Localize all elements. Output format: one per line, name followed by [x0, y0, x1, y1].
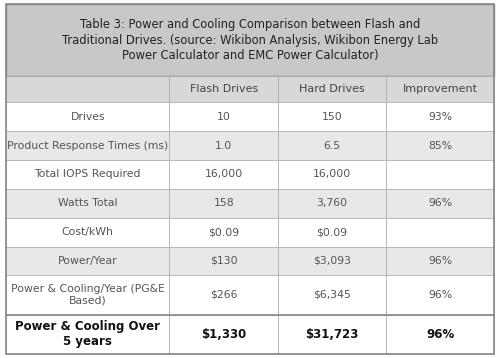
- Bar: [386, 160, 494, 189]
- Bar: [386, 102, 494, 131]
- Text: 158: 158: [214, 198, 234, 208]
- Text: $3,093: $3,093: [313, 256, 351, 266]
- Text: $6,345: $6,345: [313, 290, 351, 300]
- Bar: [278, 315, 386, 354]
- Text: 96%: 96%: [428, 290, 452, 300]
- Bar: [6, 77, 170, 102]
- Bar: [170, 247, 278, 275]
- Text: $31,723: $31,723: [306, 328, 358, 340]
- Bar: [6, 247, 170, 275]
- Bar: [6, 102, 170, 131]
- Bar: [386, 275, 494, 315]
- Text: 93%: 93%: [428, 112, 452, 122]
- Text: Power & Cooling/Year (PG&E
Based): Power & Cooling/Year (PG&E Based): [11, 284, 164, 306]
- Text: Cost/kWh: Cost/kWh: [62, 227, 114, 237]
- Bar: [386, 218, 494, 247]
- Text: $0.09: $0.09: [316, 227, 348, 237]
- Bar: [278, 160, 386, 189]
- Bar: [6, 275, 170, 315]
- Bar: [278, 77, 386, 102]
- Text: 150: 150: [322, 112, 342, 122]
- Text: 85%: 85%: [428, 140, 452, 150]
- Bar: [6, 160, 170, 189]
- Text: 96%: 96%: [428, 198, 452, 208]
- Text: Table 3: Power and Cooling Comparison between Flash and
Traditional Drives. (sou: Table 3: Power and Cooling Comparison be…: [62, 18, 438, 62]
- Text: Total IOPS Required: Total IOPS Required: [34, 169, 141, 179]
- Bar: [170, 77, 278, 102]
- Bar: [6, 218, 170, 247]
- Text: 3,760: 3,760: [316, 198, 348, 208]
- Text: $1,330: $1,330: [201, 328, 246, 340]
- Bar: [386, 131, 494, 160]
- Text: $130: $130: [210, 256, 238, 266]
- Text: $266: $266: [210, 290, 238, 300]
- Bar: [170, 218, 278, 247]
- Bar: [170, 160, 278, 189]
- Text: 1.0: 1.0: [215, 140, 232, 150]
- Text: Hard Drives: Hard Drives: [299, 84, 365, 94]
- Text: 6.5: 6.5: [324, 140, 340, 150]
- Text: Product Response Times (ms): Product Response Times (ms): [7, 140, 168, 150]
- Bar: [278, 218, 386, 247]
- Text: Flash Drives: Flash Drives: [190, 84, 258, 94]
- Bar: [6, 4, 494, 77]
- Bar: [6, 315, 170, 354]
- Bar: [170, 315, 278, 354]
- Text: Drives: Drives: [70, 112, 105, 122]
- Text: 96%: 96%: [426, 328, 454, 340]
- Bar: [386, 77, 494, 102]
- Text: 96%: 96%: [428, 256, 452, 266]
- Bar: [6, 131, 170, 160]
- Bar: [278, 102, 386, 131]
- Bar: [170, 275, 278, 315]
- Text: 16,000: 16,000: [204, 169, 243, 179]
- Text: $0.09: $0.09: [208, 227, 239, 237]
- Text: 16,000: 16,000: [313, 169, 351, 179]
- Text: Improvement: Improvement: [402, 84, 477, 94]
- Text: Power & Cooling Over
5 years: Power & Cooling Over 5 years: [15, 320, 160, 348]
- Bar: [386, 189, 494, 218]
- Bar: [386, 315, 494, 354]
- Bar: [6, 189, 170, 218]
- Text: 10: 10: [216, 112, 230, 122]
- Bar: [278, 189, 386, 218]
- Bar: [170, 189, 278, 218]
- Text: Power/Year: Power/Year: [58, 256, 118, 266]
- Text: Watts Total: Watts Total: [58, 198, 118, 208]
- Bar: [278, 247, 386, 275]
- Bar: [278, 275, 386, 315]
- Bar: [386, 247, 494, 275]
- Bar: [278, 131, 386, 160]
- Bar: [170, 102, 278, 131]
- Bar: [170, 131, 278, 160]
